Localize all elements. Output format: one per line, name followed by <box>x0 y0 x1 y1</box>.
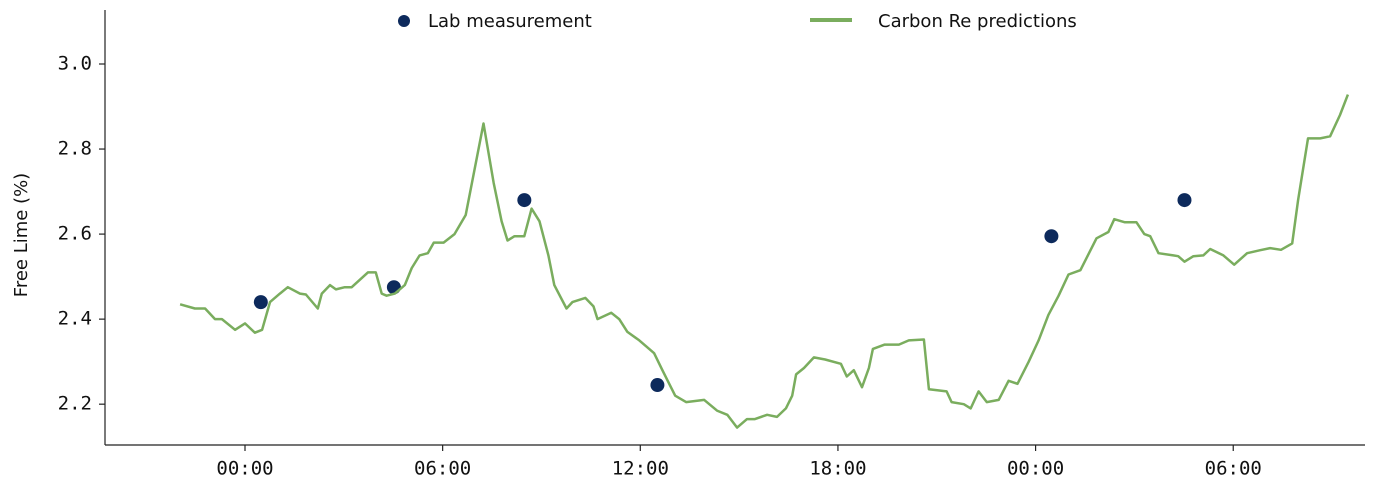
y-axis-label: Free Lime (%) <box>11 173 32 297</box>
x-tick-label: 12:00 <box>612 458 669 480</box>
y-tick-label: 3.0 <box>58 53 92 75</box>
legend-marker <box>398 15 410 27</box>
prediction-line <box>179 94 1350 429</box>
y-tick-label: 2.8 <box>58 138 92 160</box>
x-tick-label: 06:00 <box>1205 458 1262 480</box>
y-tick-label: 2.6 <box>58 223 92 245</box>
lab-point <box>517 193 532 208</box>
x-tick-label: 00:00 <box>1007 458 1064 480</box>
x-tick-label: 18:00 <box>809 458 866 480</box>
y-tick-label: 2.2 <box>58 393 92 415</box>
lab-point <box>650 378 665 393</box>
legend-label: Lab measurement <box>428 11 592 32</box>
y-tick-label: 2.4 <box>58 308 92 330</box>
x-tick-label: 00:00 <box>216 458 273 480</box>
lab-point <box>386 280 401 295</box>
x-tick-label: 06:00 <box>414 458 471 480</box>
lab-point <box>1044 229 1059 244</box>
legend-label: Carbon Re predictions <box>878 11 1077 32</box>
lab-point <box>253 295 268 310</box>
lab-point <box>1177 193 1192 208</box>
